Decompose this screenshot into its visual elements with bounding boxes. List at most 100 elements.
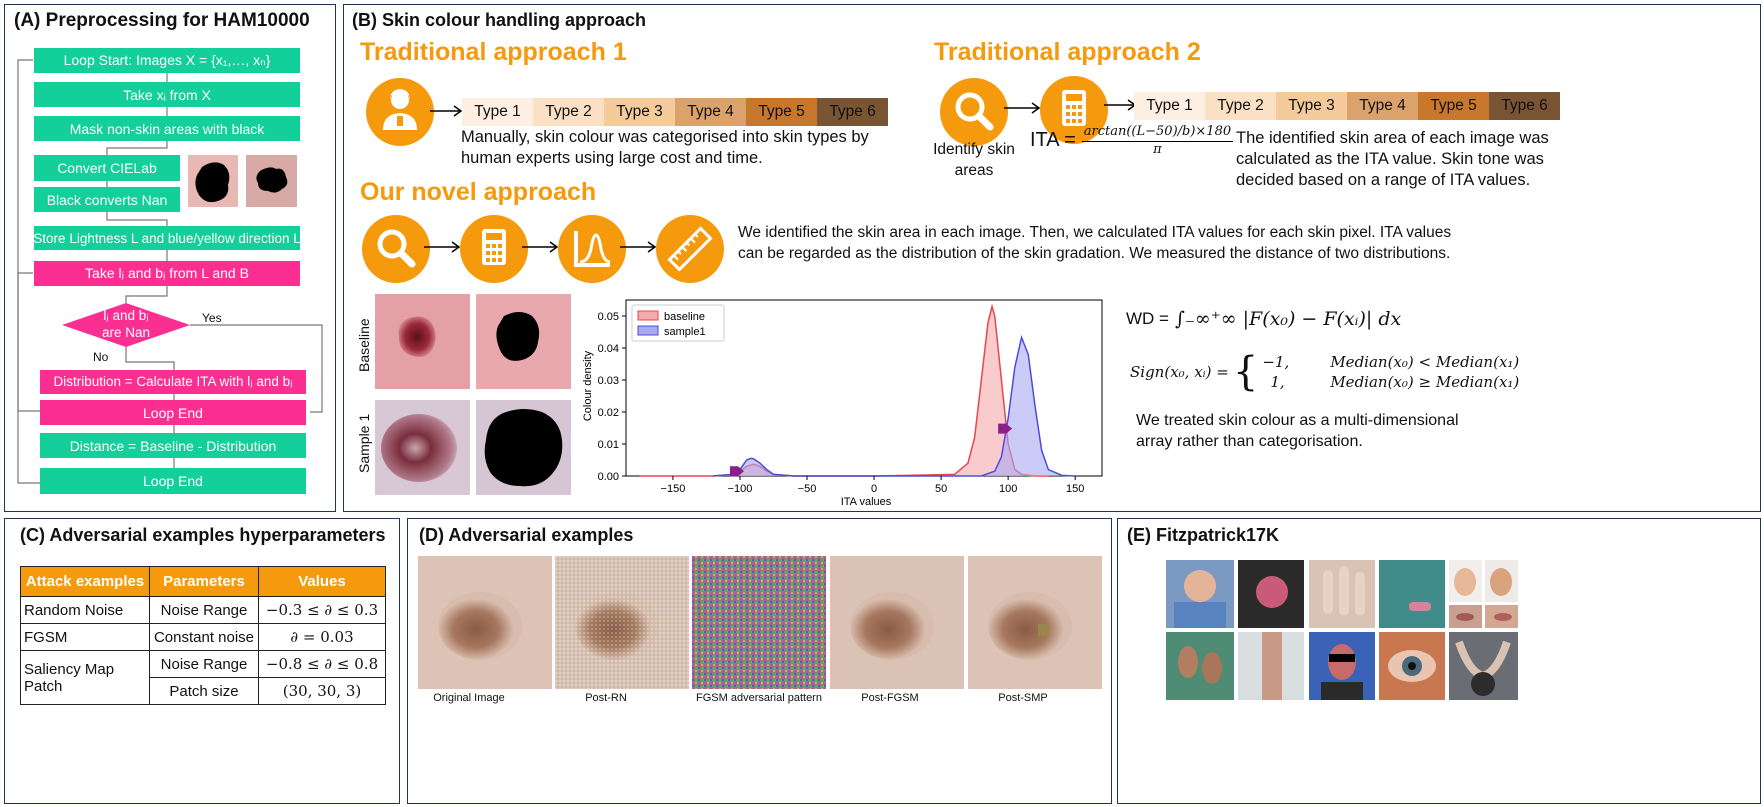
decision-label: lⱼ and bⱼ are Nan	[101, 308, 151, 340]
caption-fgsm-pattern: FGSM adversarial pattern	[696, 692, 822, 704]
original-image	[418, 556, 552, 689]
fitz-photo-portrait	[1309, 632, 1375, 700]
cell-param: Patch size	[149, 677, 259, 705]
panel-c	[4, 518, 400, 804]
legend-swatch-baseline	[637, 310, 659, 321]
cell-attack: Saliency Map Patch	[20, 650, 150, 705]
arrow-novel-3	[620, 241, 657, 253]
arrow-trad2-a	[1004, 102, 1041, 114]
table-row: Saliency Map Patch Noise Range −0.8 ≤ ∂ …	[20, 650, 386, 705]
skin-type-4: Type 4	[675, 98, 746, 126]
doctor-icon	[366, 78, 434, 146]
no-label: No	[93, 350, 109, 364]
fitz-photo-face-2	[1485, 560, 1518, 602]
fitz-photo-lip-1	[1449, 605, 1482, 628]
x-tick-label: −50	[798, 483, 817, 495]
arrow-novel-2	[522, 241, 559, 253]
panel-a	[4, 4, 336, 512]
y-tick-label: 0.05	[598, 311, 619, 323]
panel-e	[1117, 518, 1761, 804]
row-label-baseline: Baseline	[356, 318, 372, 372]
panel-a-title: (A) Preprocessing for HAM10000	[14, 10, 310, 31]
panel-e-title: (E) Fitzpatrick17K	[1127, 525, 1280, 545]
sample-mask-photo	[476, 400, 571, 495]
cell-param: Constant noise	[149, 623, 259, 651]
skin-type-6: Type 6	[817, 98, 888, 126]
table-row: Random Noise Noise Range −0.3 ≤ ∂ ≤ 0.3	[20, 596, 386, 624]
cell-value: (30, 30, 3)	[258, 677, 386, 705]
ita-numerator: arctan((L−50)/b)×180	[1081, 124, 1234, 142]
col-header-params: Parameters	[149, 566, 259, 597]
sign-case2-value: 1,	[1270, 373, 1285, 391]
take-lb-box: Take lⱼ and bⱼ from L and B	[34, 261, 300, 286]
cell-value: −0.8 ≤ ∂ ≤ 0.8	[258, 650, 386, 678]
mask-box: Mask non-skin areas with black	[34, 116, 300, 141]
wd-formula: WD = ∫₋∞⁺∞ |F(x₀) − F(xᵢ)| dx	[1126, 308, 1401, 330]
skin-type-2: Type 2	[1205, 92, 1276, 120]
chart-series	[639, 303, 1076, 477]
cell-value: −0.3 ≤ ∂ ≤ 0.3	[258, 596, 386, 624]
skin-type-5: Type 5	[746, 98, 817, 126]
col-header-values: Values	[258, 566, 386, 597]
sign-lhs: Sign(x₀, xᵢ) =	[1130, 363, 1229, 381]
distribution-curve-icon	[558, 215, 626, 283]
loop-end-box-2: Loop End	[40, 468, 306, 494]
cell-attack: FGSM	[20, 623, 150, 651]
table-row: FGSM Constant noise ∂ = 0.03	[20, 623, 386, 651]
skin-type-6: Type 6	[1489, 92, 1560, 120]
shift-arrow-1	[729, 466, 744, 477]
wd-label: WD =	[1126, 309, 1169, 328]
skin-type-4: Type 4	[1347, 92, 1418, 120]
cell-value: ∂ = 0.03	[258, 623, 386, 651]
panel-d	[407, 518, 1112, 804]
x-tick-label: −100	[728, 483, 753, 495]
trad1-text: Manually, skin colour was categorised in…	[461, 128, 869, 167]
skin-type-3: Type 3	[1276, 92, 1347, 120]
novel-search-icon	[362, 215, 430, 283]
mask-thumbnail-2	[246, 155, 297, 207]
legend-label-sample1: sample1	[664, 326, 706, 338]
distribution-box: Distribution = Calculate ITA with lⱼ and…	[40, 370, 306, 394]
treated-text: We treated skin colour as a multi-dimens…	[1136, 412, 1459, 450]
ita-formula: ITA = arctan((L−50)/b)×180 π	[1030, 124, 1234, 157]
fitz-photo-arms	[1449, 632, 1518, 700]
ruler-icon	[656, 215, 724, 283]
trad2-heading: Traditional approach 2	[934, 38, 1201, 66]
chart-legend: baseline sample1	[631, 304, 725, 342]
black-nan-box: Black converts Nan	[34, 187, 180, 212]
novel-calculator-icon	[460, 215, 528, 283]
shift-arrow-2	[998, 423, 1013, 434]
y-tick-label: 0.03	[598, 375, 619, 387]
skin-type-5: Type 5	[1418, 92, 1489, 120]
sign-formula: Sign(x₀, xᵢ) = { −1, Median(x₀) < Median…	[1130, 349, 1520, 395]
yes-label: Yes	[202, 311, 222, 325]
wd-expression: ∫₋∞⁺∞ |F(x₀) − F(xᵢ)| dx	[1174, 308, 1402, 330]
fitz-photo-child	[1166, 560, 1234, 628]
post-rn-image	[555, 556, 689, 689]
trad1-heading: Traditional approach 1	[360, 38, 627, 66]
fgsm-pattern-image	[692, 556, 826, 689]
caption-post-smp: Post-SMP	[998, 692, 1048, 704]
sign-case1-value: −1,	[1262, 353, 1290, 371]
col-header-attack: Attack examples	[20, 566, 150, 597]
skin-type-3: Type 3	[604, 98, 675, 126]
x-tick-label: −150	[661, 483, 686, 495]
ita-denominator: π	[1153, 142, 1162, 157]
identify-skin-label: Identify skin areas	[933, 141, 1015, 179]
distance-box: Distance = Baseline - Distribution	[40, 433, 306, 458]
fitz-photo-face-1	[1449, 560, 1482, 602]
loop-end-box-1: Loop End	[40, 400, 306, 425]
baseline-mask-photo	[476, 294, 571, 389]
calculator-icon	[1040, 76, 1108, 144]
chart-y-label: Colour density	[582, 350, 594, 421]
fitz-photo-eye	[1379, 632, 1445, 700]
x-tick-label: 150	[1066, 483, 1084, 495]
ita-distribution-chart: −150 −100 −50 0 50 100 150 0.00 0.01 0.02 0.03 0.04…	[582, 299, 1103, 508]
legend-label-baseline: baseline	[664, 311, 705, 323]
series-area-sample1	[713, 337, 1076, 476]
panel-b-title: (B) Skin colour handling approach	[352, 10, 647, 30]
trad2-text: The identified skin area of each image w…	[1236, 129, 1549, 189]
panel-c-title: (C) Adversarial examples hyperparameters	[20, 525, 386, 545]
x-tick-label: 50	[935, 483, 947, 495]
ita-label: ITA =	[1030, 129, 1076, 151]
